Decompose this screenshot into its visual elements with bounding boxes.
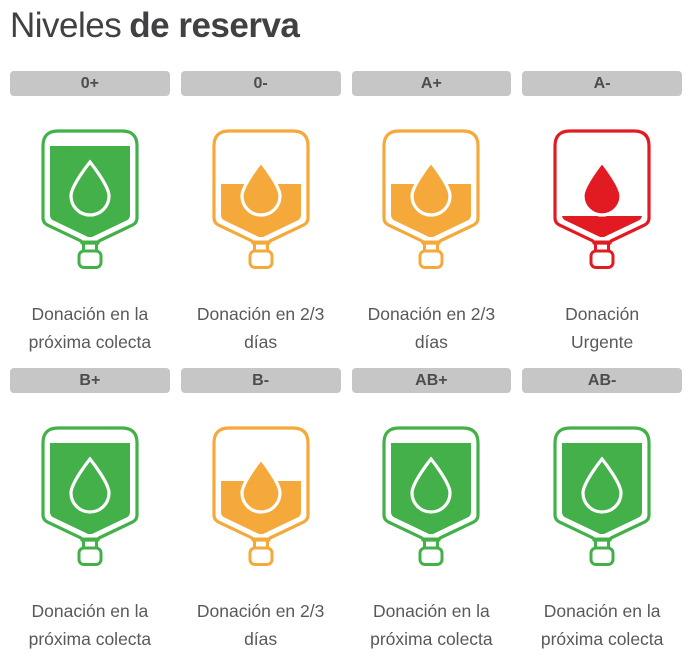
- bag-cap: [589, 249, 615, 269]
- blood-drop-icon: [240, 159, 282, 217]
- blood-type-label: B+: [10, 368, 170, 393]
- blood-bag-icon: [212, 129, 310, 269]
- bag-cap: [248, 249, 274, 269]
- status-text: Donación en la próxima colecta: [370, 601, 493, 649]
- bag-outline: [41, 129, 139, 245]
- status-text: Donación en 2/3 días: [196, 601, 325, 649]
- blood-type-label: A-: [522, 71, 682, 96]
- blood-bag-icon: [41, 426, 139, 566]
- status-text: Donación Urgente: [565, 304, 640, 352]
- blood-type-label: 0+: [10, 71, 170, 96]
- bag-outline: [41, 426, 139, 542]
- status-text: Donación en 2/3 días: [367, 304, 496, 352]
- blood-type-label: AB-: [522, 368, 682, 393]
- blood-type-card: B+ Donación en la próxima colecta: [10, 368, 170, 658]
- bag-outline: [382, 426, 480, 542]
- status-text: Donación en la próxima colecta: [28, 601, 152, 649]
- blood-drop-icon: [581, 159, 623, 217]
- blood-drop-icon: [69, 456, 111, 514]
- blood-drop-icon: [69, 159, 111, 217]
- bag-cap: [248, 546, 274, 566]
- blood-bag-icon: [382, 426, 480, 566]
- blood-type-label: 0-: [180, 71, 341, 96]
- status-text: Donación en la próxima colecta: [28, 304, 152, 352]
- bag-cap: [77, 249, 103, 269]
- bag-outline: [212, 129, 310, 245]
- bag-outline: [553, 426, 651, 542]
- bag-cap: [418, 546, 444, 566]
- bag-cap: [418, 249, 444, 269]
- blood-type-card: A+ Donación en 2/3 días: [351, 71, 512, 368]
- blood-type-card: A- Donación Urgente: [522, 71, 682, 368]
- bag-outline: [382, 129, 480, 245]
- blood-drop-icon: [410, 159, 452, 217]
- blood-type-label: B-: [180, 368, 341, 393]
- blood-type-label: A+: [351, 71, 512, 96]
- bag-outline: [212, 426, 310, 542]
- title-normal: Niveles: [10, 6, 122, 45]
- status-text: Donación en 2/3 días: [196, 304, 325, 352]
- blood-drop-icon: [410, 456, 452, 514]
- status-text: Donación en la próxima colecta: [540, 601, 664, 649]
- blood-drop-icon: [581, 456, 623, 514]
- blood-bag-icon: [382, 129, 480, 269]
- page-title: Niveles de reserva: [10, 4, 682, 48]
- blood-bag-icon: [41, 129, 139, 269]
- blood-bag-icon: [212, 426, 310, 566]
- blood-type-card: 0- Donación en 2/3 días: [180, 71, 341, 368]
- blood-type-card: 0+ Donación en la próxima colecta: [10, 71, 170, 368]
- blood-type-card: AB+ Donación en la próxima colecta: [351, 368, 512, 658]
- blood-bag-icon: [553, 426, 651, 566]
- title-bold: de reserva: [129, 6, 300, 45]
- bag-outline: [553, 129, 651, 245]
- blood-type-card: AB- Donación en la próxima colecta: [522, 368, 682, 658]
- bag-cap: [589, 546, 615, 566]
- bag-cap: [77, 546, 103, 566]
- blood-type-card: B- Donación en 2/3 días: [180, 368, 341, 658]
- blood-type-label: AB+: [351, 368, 512, 393]
- blood-bag-icon: [553, 129, 651, 269]
- blood-drop-icon: [240, 456, 282, 514]
- blood-types-grid: 0+ Donación en la próxima colecta 0-: [10, 71, 682, 658]
